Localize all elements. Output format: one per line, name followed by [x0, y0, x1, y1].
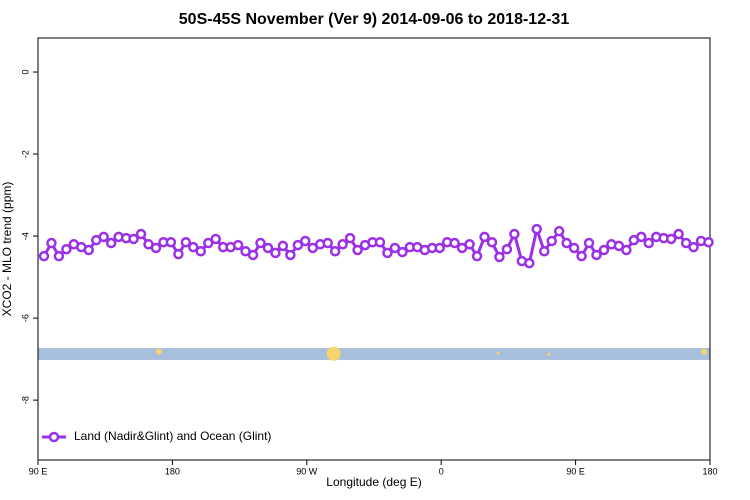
- data-point: [329, 246, 341, 257]
- data-point: [382, 247, 393, 259]
- data-point: [210, 233, 221, 245]
- data-point: [531, 223, 543, 235]
- data-point: [464, 239, 475, 250]
- data-point: [621, 244, 632, 256]
- highlight-point: [496, 351, 500, 355]
- data-point: [389, 242, 401, 254]
- data-point: [322, 237, 333, 249]
- data-point: [83, 244, 95, 256]
- data-point: [665, 233, 677, 245]
- data-point: [270, 247, 281, 259]
- data-point: [703, 236, 714, 248]
- data-point: [509, 228, 520, 240]
- x-tick-label: 90 W: [296, 466, 318, 476]
- data-point: [352, 244, 363, 256]
- legend-label: Land (Nadir&Glint) and Ocean (Glint): [74, 429, 271, 443]
- data-point: [538, 246, 550, 257]
- data-point: [546, 235, 557, 247]
- data-point: [576, 250, 587, 262]
- x-axis-label: Longitude (deg E): [326, 475, 421, 489]
- data-point: [202, 237, 214, 249]
- data-point: [673, 228, 684, 240]
- data-point: [232, 239, 244, 251]
- highlight-point: [547, 352, 551, 356]
- data-point: [337, 239, 348, 250]
- data-point: [568, 242, 580, 254]
- data-point: [636, 231, 647, 243]
- x-tick-label: 180: [165, 466, 180, 476]
- y-tick-label: -6: [20, 314, 30, 322]
- data-point: [277, 240, 289, 252]
- data-point: [255, 237, 266, 249]
- data-point: [247, 249, 259, 261]
- data-point: [643, 237, 655, 249]
- y-axis-label: XCO2 - MLO trend (ppm): [0, 182, 14, 317]
- data-point: [598, 244, 610, 256]
- data-point: [98, 231, 109, 243]
- data-point: [501, 243, 513, 255]
- data-point: [583, 237, 595, 249]
- y-tick-label: -2: [20, 150, 30, 158]
- y-tick-label: -8: [20, 396, 30, 404]
- data-point: [591, 249, 602, 261]
- data-point: [449, 237, 460, 249]
- data-point: [135, 228, 147, 240]
- data-point: [61, 243, 72, 255]
- data-point: [479, 231, 490, 243]
- data-point: [553, 225, 565, 237]
- data-point: [53, 250, 65, 262]
- data-point: [105, 237, 117, 249]
- data-point: [524, 257, 535, 269]
- data-point: [300, 235, 311, 247]
- plot-frame: [37, 37, 711, 461]
- data-point: [397, 246, 408, 258]
- data-point: [494, 251, 505, 263]
- data-point: [195, 246, 207, 257]
- data-point: [150, 242, 162, 254]
- data-point: [128, 233, 139, 245]
- data-point: [680, 237, 692, 249]
- data-point: [471, 250, 483, 262]
- highlight-point: [155, 348, 162, 355]
- data-point: [188, 241, 199, 253]
- data-point: [165, 236, 177, 248]
- data-point: [173, 248, 184, 260]
- data-point: [262, 242, 274, 254]
- data-point: [374, 236, 386, 248]
- band: [38, 348, 710, 360]
- legend-marker: [48, 431, 60, 443]
- x-tick-label: 90 E: [29, 466, 48, 476]
- x-tick-label: 90 E: [566, 466, 585, 476]
- data-point: [285, 249, 296, 261]
- data-point: [292, 239, 304, 251]
- y-tick-label: -4: [20, 232, 30, 240]
- data-point: [38, 250, 50, 262]
- x-tick-label: 180: [702, 466, 717, 476]
- highlight-point: [326, 346, 341, 361]
- data-point: [561, 237, 572, 249]
- data-point: [486, 236, 498, 248]
- data-point: [434, 242, 445, 254]
- data-point: [344, 232, 356, 244]
- chart-title: 50S-45S November (Ver 9) 2014-09-06 to 2…: [179, 11, 570, 28]
- data-point: [46, 237, 57, 249]
- data-point: [613, 240, 625, 252]
- x-tick-label: 0: [439, 466, 444, 476]
- y-tick-label: 0: [20, 70, 30, 75]
- data-point: [688, 241, 699, 253]
- highlight-point: [701, 348, 708, 355]
- data-point: [180, 236, 192, 248]
